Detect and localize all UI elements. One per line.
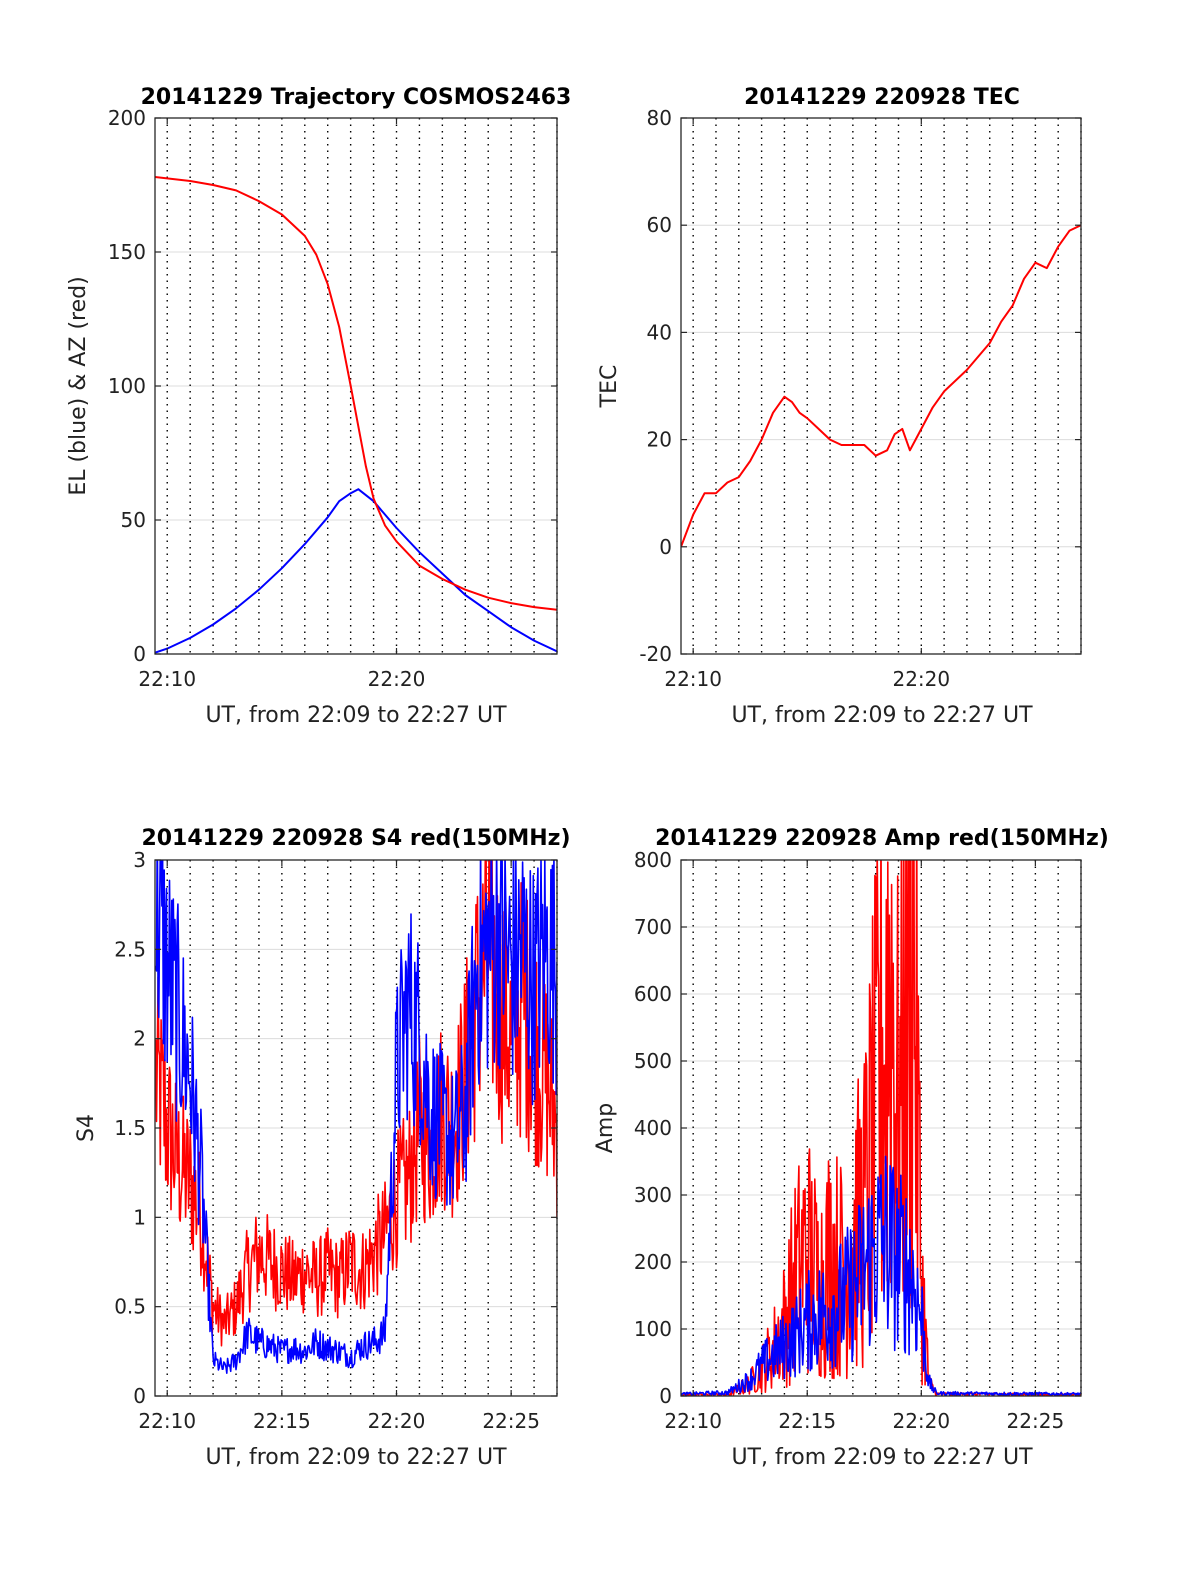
x-tick-label: 22:15 xyxy=(778,1409,836,1433)
chart-s4: 20141229 220928 S4 red(150MHz) 0 0.5 1 1.5 2… xyxy=(74,826,571,1470)
x-tick-label: 22:20 xyxy=(368,1409,426,1433)
y-tick-label: 150 xyxy=(108,240,146,264)
y-tick-label: 0 xyxy=(133,1384,146,1408)
y-tick-label: 800 xyxy=(634,848,672,872)
x-tick-label: 22:10 xyxy=(664,667,722,691)
y-tick-label: 400 xyxy=(634,1116,672,1140)
series-line-red xyxy=(681,224,1081,548)
y-tick-label: -20 xyxy=(639,642,672,666)
y-tick-label: 0.5 xyxy=(114,1295,146,1319)
chart-title: 20141229 220928 TEC xyxy=(744,85,1020,110)
axes-box xyxy=(680,117,1082,655)
x-tick-label: 22:25 xyxy=(1007,1409,1065,1433)
x-tick-label: 22:10 xyxy=(138,1409,196,1433)
series-layer xyxy=(681,860,1081,1396)
y-tick-label: 60 xyxy=(647,213,672,237)
x-tick-label: 22:20 xyxy=(892,1409,950,1433)
y-tick-label: 700 xyxy=(634,915,672,939)
y-tick-label: 2.5 xyxy=(114,937,146,961)
y-axis-label: S4 xyxy=(74,1114,99,1142)
y-tick-label: 600 xyxy=(634,982,672,1006)
y-tick-label: 1 xyxy=(133,1205,146,1229)
chart-title: 20141229 220928 Amp red(150MHz) xyxy=(655,826,1109,851)
plot-area: 0 100 200 300 400 500 600 700 800 22:10 22:15 22:20… xyxy=(634,848,1082,1433)
y-tick-label: 0 xyxy=(659,535,672,559)
plot-area: -20 0 20 40 60 80 22:10 22:20 xyxy=(639,106,1082,691)
y-axis-label: TEC xyxy=(597,365,622,409)
series-layer xyxy=(155,176,557,654)
x-tick-label: 22:10 xyxy=(664,1409,722,1433)
chart-title: 20141229 Trajectory COSMOS2463 xyxy=(141,85,572,110)
y-tick-label: 200 xyxy=(108,106,146,130)
series-line-blue xyxy=(681,1155,1081,1396)
chart-trajectory: 20141229 Trajectory COSMOS2463 0 50 100 150… xyxy=(66,85,571,728)
chart-tec: 20141229 220928 TEC -20 0 20 40 60 80 22:10 22:… xyxy=(597,85,1082,728)
chart-amp: 20141229 220928 Amp red(150MHz) 0 100 200 3… xyxy=(593,826,1109,1470)
y-tick-label: 3 xyxy=(133,848,146,872)
x-tick-label: 22:10 xyxy=(138,667,196,691)
y-tick-label: 2 xyxy=(133,1027,146,1051)
x-tick-label: 22:25 xyxy=(482,1409,540,1433)
series-layer xyxy=(155,860,557,1374)
y-tick-label: 1.5 xyxy=(114,1116,146,1140)
x-tick-label: 22:15 xyxy=(253,1409,311,1433)
y-tick-label: 100 xyxy=(634,1317,672,1341)
x-axis-label: UT, from 22:09 to 22:27 UT xyxy=(205,703,507,728)
x-tick-label: 22:20 xyxy=(892,667,950,691)
series-line-red xyxy=(155,860,557,1347)
y-tick-label: 500 xyxy=(634,1049,672,1073)
series-line-blue xyxy=(155,860,557,1374)
y-axis-label: EL (blue) & AZ (red) xyxy=(66,276,91,495)
x-tick-label: 22:20 xyxy=(368,667,426,691)
y-tick-label: 300 xyxy=(634,1183,672,1207)
y-tick-label: 80 xyxy=(647,106,672,130)
y-tick-label: 100 xyxy=(108,374,146,398)
y-tick-label: 20 xyxy=(647,428,672,452)
plot-area: 0 0.5 1 1.5 2 2.5 3 22:10 22:15 22:20 22:25 xyxy=(114,848,558,1433)
chart-title: 20141229 220928 S4 red(150MHz) xyxy=(141,826,570,851)
y-tick-label: 50 xyxy=(121,508,146,532)
y-tick-label: 0 xyxy=(133,642,146,666)
x-axis-label: UT, from 22:09 to 22:27 UT xyxy=(731,1445,1033,1470)
y-axis-label: Amp xyxy=(593,1103,618,1153)
y-tick-label: 40 xyxy=(647,320,672,344)
y-tick-label: 200 xyxy=(634,1250,672,1274)
series-line-blue xyxy=(155,488,557,654)
x-axis-label: UT, from 22:09 to 22:27 UT xyxy=(205,1445,507,1470)
x-axis-label: UT, from 22:09 to 22:27 UT xyxy=(731,703,1033,728)
series-line-red xyxy=(155,176,557,611)
series-layer xyxy=(681,224,1081,548)
y-tick-label: 0 xyxy=(659,1384,672,1408)
plot-area: 0 50 100 150 200 22:10 22:20 xyxy=(108,106,558,691)
